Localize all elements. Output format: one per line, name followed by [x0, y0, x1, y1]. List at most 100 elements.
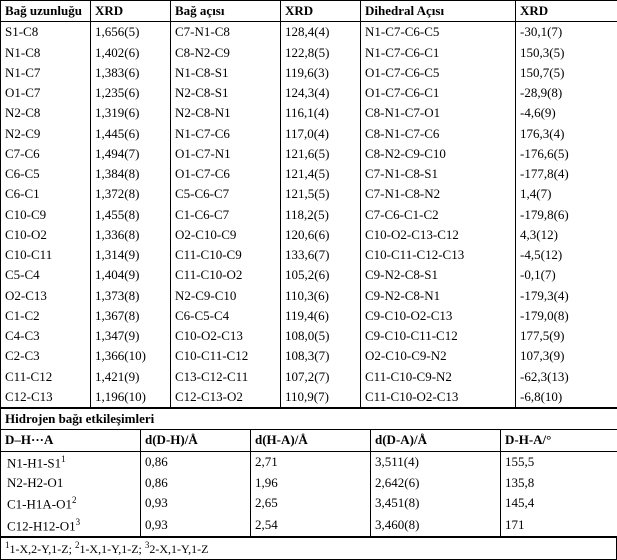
hbond-col-header: d(H-A)/Å — [251, 430, 371, 451]
table-row: C11-C121,421(9)C13-C12-C11107,2(7)C11-C1… — [1, 367, 617, 387]
table-cell: N2-C9-C10 — [171, 286, 281, 306]
table-row: S1-C81,656(5)C7-N1-C8128,4(4)N1-C7-C6-C5… — [1, 22, 617, 43]
table-cell: 1,336(8) — [91, 225, 171, 245]
hbond-cell: 0,86 — [141, 451, 251, 473]
col-header: XRD — [91, 1, 171, 22]
table-cell: C7-C6-C1-C2 — [361, 205, 516, 225]
hbond-cell: 3,460(8) — [371, 515, 501, 537]
table-cell: 119,6(3) — [281, 63, 361, 83]
table-cell: -179,0(8) — [516, 306, 617, 326]
table-cell: 122,8(5) — [281, 43, 361, 63]
table-cell: 1,373(8) — [91, 286, 171, 306]
hbond-cell: 155,5 — [501, 451, 617, 473]
table-cell: 1,383(6) — [91, 63, 171, 83]
table-row: C6-C11,372(8)C5-C6-C7121,5(5)C7-N1-C8-N2… — [1, 184, 617, 204]
table-cell: 110,3(6) — [281, 286, 361, 306]
table-cell: -4,5(12) — [516, 245, 617, 265]
table-cell: C8-N2-C9 — [171, 43, 281, 63]
table-cell: -6,8(10) — [516, 387, 617, 408]
hbond-cell: 0,86 — [141, 473, 251, 493]
table-cell: C10-O2-C13 — [171, 326, 281, 346]
table-cell: 107,3(9) — [516, 346, 617, 366]
table-cell: N1-C7-C6-C5 — [361, 22, 516, 43]
col-header: XRD — [516, 1, 617, 22]
hbond-cell: 2,54 — [251, 515, 371, 537]
table-cell: -4,6(9) — [516, 103, 617, 123]
table-cell: C6-C1 — [1, 184, 91, 204]
table-cell: 1,656(5) — [91, 22, 171, 43]
header-row: Bağ uzunluğu XRD Bağ açısı XRD Dihedral … — [1, 1, 617, 22]
hbond-cell: 3,451(8) — [371, 493, 501, 515]
table-row: N2-C81,319(6)N2-C8-N1116,1(4)C8-N1-C7-O1… — [1, 103, 617, 123]
table-cell: C12-C13 — [1, 387, 91, 408]
hbond-cell: 171 — [501, 515, 617, 537]
table-row: C4-C31,347(9)C10-O2-C13108,0(5)C9-C10-C1… — [1, 326, 617, 346]
table-cell: O1-C7 — [1, 83, 91, 103]
table-cell: 118,2(5) — [281, 205, 361, 225]
table-cell: C11-C10-C9-N2 — [361, 367, 516, 387]
table-cell: C11-C10-O2 — [171, 265, 281, 285]
table-cell: 150,3(5) — [516, 43, 617, 63]
footnote-text: 2-X,1-Y,1-Z — [149, 542, 208, 556]
table-cell: C9-C10-O2-C13 — [361, 306, 516, 326]
table-row: N2-C91,445(6)N1-C7-C6117,0(4)C8-N1-C7-C6… — [1, 124, 617, 144]
table-cell: O1-C7-C6 — [171, 164, 281, 184]
table-cell: O2-C10-C9-N2 — [361, 346, 516, 366]
table-row: C10-C111,314(9)C11-C10-C9133,6(7)C10-C11… — [1, 245, 617, 265]
table-cell: C10-C11-C12-C13 — [361, 245, 516, 265]
table-row: N1-C71,383(6)N1-C8-S1119,6(3)O1-C7-C6-C5… — [1, 63, 617, 83]
table-cell: C8-N1-C7-C6 — [361, 124, 516, 144]
table-row: C1-C21,367(8)C6-C5-C4119,4(6)C9-C10-O2-C… — [1, 306, 617, 326]
table-cell: 1,235(6) — [91, 83, 171, 103]
table-cell: C10-O2 — [1, 225, 91, 245]
table-cell: C7-N1-C8 — [171, 22, 281, 43]
table-cell: 1,4(7) — [516, 184, 617, 204]
hbond-row: N1-H1-S11 0,86 2,71 3,511(4) 155,5 — [1, 451, 617, 473]
table-cell: C7-N1-C8-N2 — [361, 184, 516, 204]
table-cell: -177,8(4) — [516, 164, 617, 184]
hbond-cell: C12-H12-O13 — [1, 515, 141, 537]
table-cell: C1-C2 — [1, 306, 91, 326]
hbond-col-header: D-H-A/° — [501, 430, 617, 451]
hbond-col-header: d(D-H)/Å — [141, 430, 251, 451]
table-row: C12-C131,196(10)C12-C13-O2110,9(7)C11-C1… — [1, 387, 617, 408]
table-cell: 107,2(7) — [281, 367, 361, 387]
table-cell: C8-N1-C7-O1 — [361, 103, 516, 123]
table-cell: C10-C11-C12 — [171, 346, 281, 366]
table-cell: 1,372(8) — [91, 184, 171, 204]
table-cell: C5-C4 — [1, 265, 91, 285]
table-cell: 1,445(6) — [91, 124, 171, 144]
hbond-cell: N2-H2-O1 — [1, 473, 141, 493]
table-cell: O1-C7-C6-C5 — [361, 63, 516, 83]
table-cell: N1-C7-C6 — [171, 124, 281, 144]
table-cell: 1,366(10) — [91, 346, 171, 366]
table-cell: C10-C9 — [1, 205, 91, 225]
table-cell: 121,6(5) — [281, 144, 361, 164]
hbond-cell: 2,642(6) — [371, 473, 501, 493]
table-cell: C8-N2-C9-C10 — [361, 144, 516, 164]
table-cell: C6-C5-C4 — [171, 306, 281, 326]
table-cell: C10-C11 — [1, 245, 91, 265]
table-cell: N2-C9 — [1, 124, 91, 144]
table-cell: 1,404(9) — [91, 265, 171, 285]
table-cell: 1,455(8) — [91, 205, 171, 225]
table-cell: 110,9(7) — [281, 387, 361, 408]
table-row: C6-C51,384(8)O1-C7-C6121,4(5)C7-N1-C8-S1… — [1, 164, 617, 184]
table-cell: C10-O2-C13-C12 — [361, 225, 516, 245]
hbond-row: N2-H2-O1 0,86 1,96 2,642(6) 135,8 — [1, 473, 617, 493]
table-cell: -0,1(7) — [516, 265, 617, 285]
table-cell: C11-C10-O2-C13 — [361, 387, 516, 408]
table-cell: -62,3(13) — [516, 367, 617, 387]
hbond-title: Hidrojen bağı etkileşimleri — [1, 409, 617, 430]
footnote-row: 11-X,2-Y,1-Z; 21-X,1-Y,1-Z; 32-X,1-Y,1-Z — [1, 538, 617, 560]
table-cell: -176,6(5) — [516, 144, 617, 164]
table-row: C7-C61,494(7)O1-C7-N1121,6(5)C8-N2-C9-C1… — [1, 144, 617, 164]
table-cell: 124,3(4) — [281, 83, 361, 103]
hbond-cell: 2,71 — [251, 451, 371, 473]
hbond-row: C12-H12-O13 0,93 2,54 3,460(8) 171 — [1, 515, 617, 537]
footnote: 11-X,2-Y,1-Z; 21-X,1-Y,1-Z; 32-X,1-Y,1-Z — [1, 538, 617, 560]
table-cell: -30,1(7) — [516, 22, 617, 43]
table-cell: -179,3(4) — [516, 286, 617, 306]
hbond-cell: 3,511(4) — [371, 451, 501, 473]
table-cell: O1-C7-C6-C1 — [361, 83, 516, 103]
